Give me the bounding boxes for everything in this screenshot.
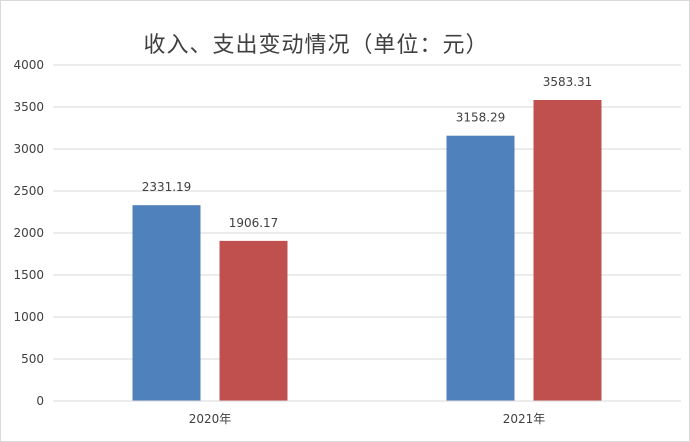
bar-1-2 — [446, 135, 515, 401]
bar-1-1 — [132, 205, 201, 401]
y-tick-label: 2500 — [13, 184, 44, 198]
y-tick-label: 1500 — [13, 268, 44, 282]
y-tick-label: 0 — [36, 394, 44, 408]
x-tick-label: 2021年 — [503, 412, 546, 426]
data-label: 1906.17 — [229, 216, 279, 230]
data-label: 2331.19 — [142, 180, 192, 194]
data-label: 3583.31 — [543, 75, 593, 89]
y-tick-label: 2000 — [13, 226, 44, 240]
y-tick-label: 3500 — [13, 100, 44, 114]
y-tick-label: 1000 — [13, 310, 44, 324]
y-tick-label: 4000 — [13, 58, 44, 72]
y-tick-label: 500 — [21, 352, 44, 366]
y-tick-label: 3000 — [13, 142, 44, 156]
data-label: 3158.29 — [456, 111, 506, 125]
x-tick-label: 2020年 — [189, 412, 232, 426]
bar-2-1 — [219, 240, 288, 401]
chart-title: 收入、支出变动情况（单位：元） — [143, 33, 489, 58]
bar-2-2 — [533, 100, 602, 402]
